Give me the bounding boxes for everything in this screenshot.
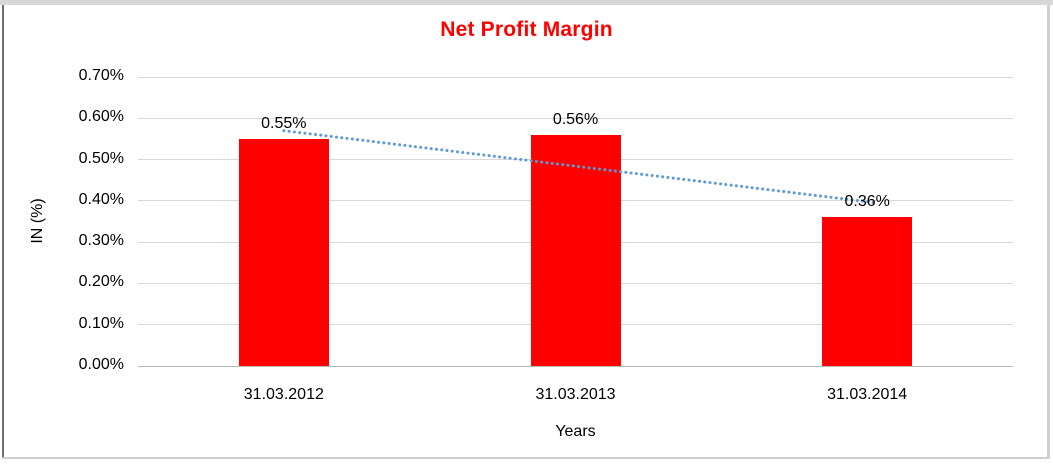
y-tick-label: 0.40% [78, 190, 124, 208]
y-tick-label: 0.10% [78, 314, 124, 332]
x-tick-label: 31.03.2013 [535, 386, 616, 403]
frame-right-edge [1047, 5, 1050, 458]
frame-left-edge [2, 5, 4, 458]
trendline-layer [282, 129, 879, 205]
chart-title: Net Profit Margin [440, 18, 613, 41]
bar [822, 217, 913, 366]
y-tick-label: 0.20% [78, 273, 124, 291]
y-tick-label: 0.70% [78, 67, 124, 84]
data-label: 0.55% [261, 114, 307, 132]
frame-top-edge [0, 0, 1053, 5]
y-tick-label: 0.50% [78, 149, 124, 167]
x-tick-label: 31.03.2014 [827, 386, 908, 403]
gridline [138, 117, 1013, 119]
data-label: 0.56% [552, 110, 599, 128]
plot-area: 0.55% 0.56% 0.36% [138, 76, 1013, 367]
y-axis-title: IN (%) [29, 198, 46, 244]
x-tick-label: 31.03.2012 [243, 386, 324, 403]
y-tick-label: 0.60% [78, 108, 124, 126]
data-label: 0.36% [844, 193, 890, 211]
x-axis-line [138, 365, 1013, 367]
bar [530, 134, 621, 366]
x-axis-title: Years [555, 423, 596, 440]
frame-bottom-edge [2, 457, 1050, 459]
gridline [138, 76, 1013, 78]
bar [238, 138, 329, 366]
y-tick-label: 0.30% [78, 232, 124, 250]
trendline [282, 129, 879, 205]
y-tick-label: 0.00% [78, 356, 124, 373]
